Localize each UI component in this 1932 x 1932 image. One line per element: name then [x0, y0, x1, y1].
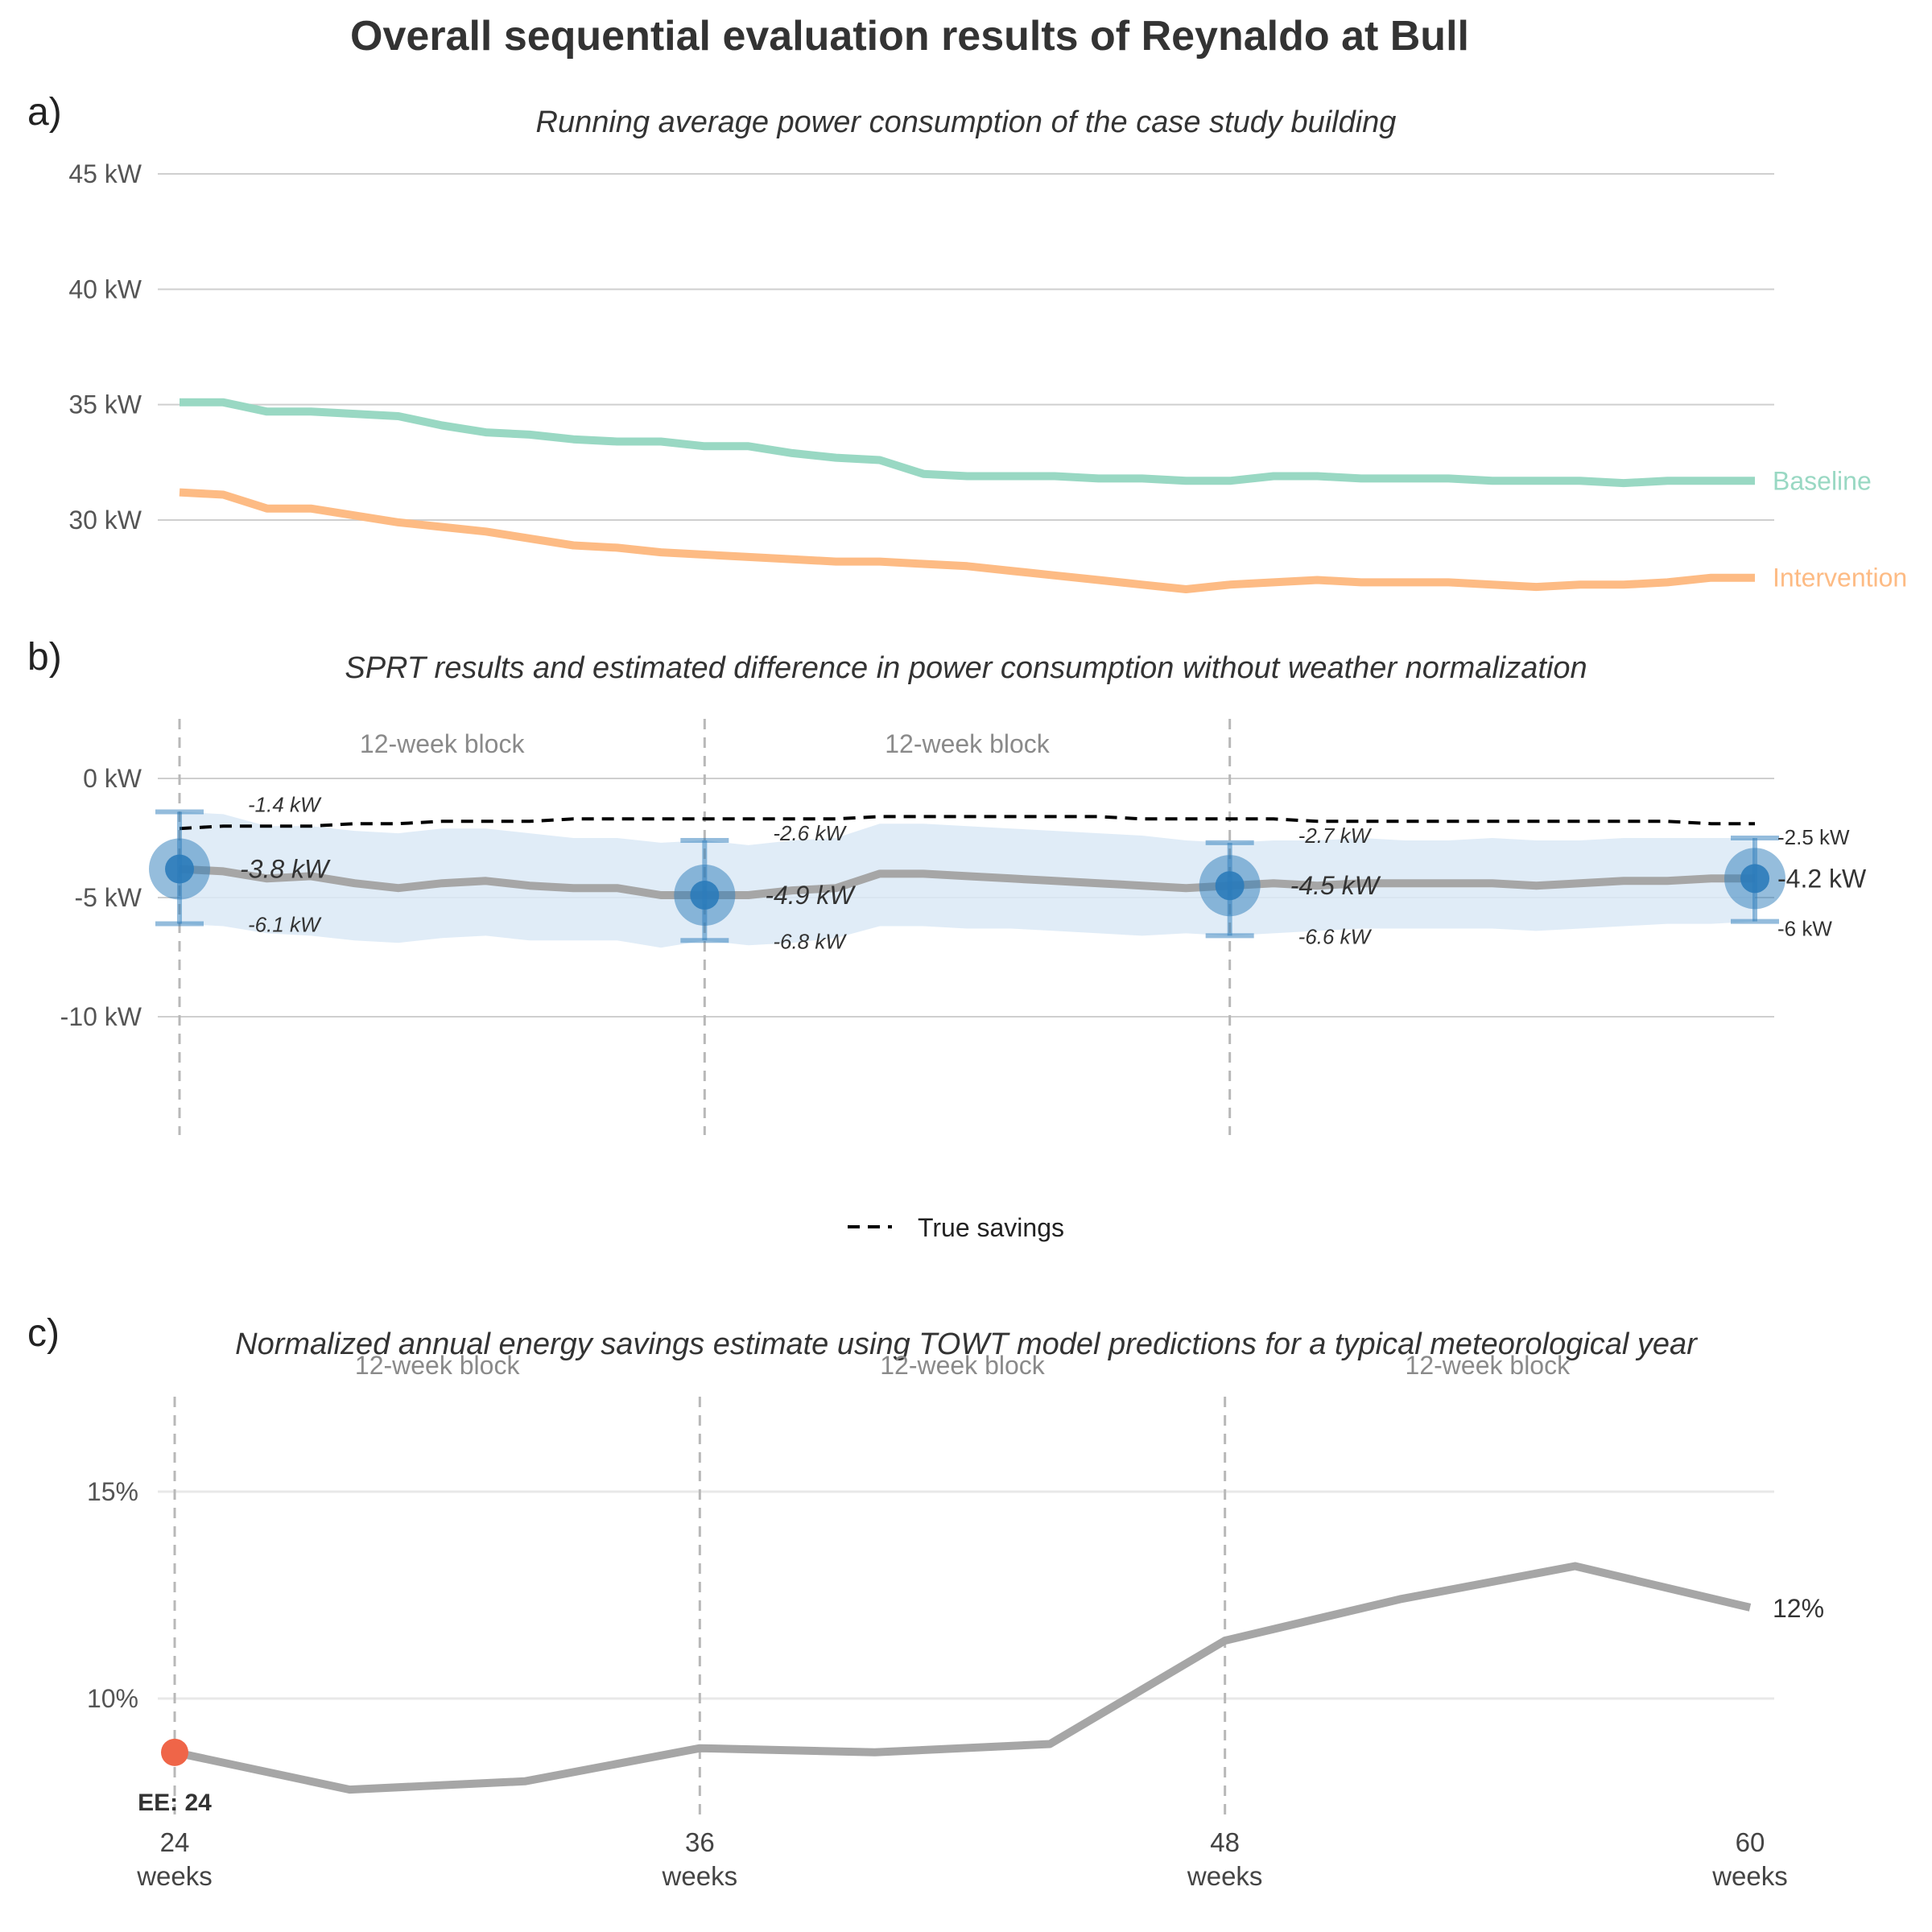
y-tick-label: 45 kW — [68, 159, 142, 188]
panel-a-gridlines — [158, 173, 1774, 521]
panel-b-tag: b) — [27, 636, 62, 679]
panel-c-block-labels: 12-week block 12-week block 12-week block — [355, 1351, 1571, 1380]
y-tick-label: -10 kW — [60, 1002, 142, 1031]
savings-estimate-line — [173, 1562, 1752, 1794]
y-tick-label: 15% — [87, 1477, 138, 1506]
lower-ci-label: -6.8 kW — [773, 929, 847, 953]
block-label: 12-week block — [885, 729, 1051, 758]
block-label: 12-week block — [355, 1351, 521, 1380]
checkpoint-point — [1215, 871, 1245, 901]
lower-ci-label: -6 kW — [1777, 917, 1832, 941]
x-tick-unit: weeks — [136, 1861, 213, 1891]
panel-b-subtitle: SPRT results and estimated difference in… — [345, 651, 1587, 685]
y-tick-label: 10% — [87, 1684, 138, 1713]
x-tick-number: 24 — [160, 1827, 190, 1857]
panel-b-legend: True savings — [848, 1213, 1064, 1242]
upper-ci-label: -2.6 kW — [773, 821, 847, 845]
intervention-line — [179, 488, 1755, 593]
x-tick-number: 36 — [685, 1827, 715, 1857]
checkpoint-point — [690, 881, 720, 910]
panel-a: a) Running average power consumption of … — [27, 91, 1907, 593]
upper-ci-label: -2.5 kW — [1777, 825, 1850, 849]
baseline-line — [180, 398, 1755, 488]
panel-a-tag: a) — [27, 91, 62, 134]
ee-label: EE: 24 — [138, 1790, 212, 1816]
panel-c-tag: c) — [27, 1312, 60, 1355]
figure-title: Overall sequential evaluation results of… — [350, 13, 1469, 60]
panel-c-subtitle: Normalized annual energy savings estimat… — [235, 1327, 1698, 1361]
y-tick-label: 0 kW — [83, 764, 142, 793]
lower-ci-label: -6.6 kW — [1298, 924, 1373, 948]
estimate-label: -3.8 kW — [240, 854, 331, 883]
estimate-label: -4.2 kW — [1777, 864, 1867, 893]
panel-c-block-lines — [173, 1397, 1227, 1815]
y-tick-label: -5 kW — [74, 883, 142, 912]
checkpoint-point — [165, 854, 194, 884]
panel-c-x-axis: 24 weeks 36 weeks 48 weeks 60 weeks — [136, 1827, 1788, 1891]
block-label: 12-week block — [1406, 1351, 1571, 1380]
y-tick-label: 40 kW — [68, 275, 142, 303]
estimate-label: -4.9 kW — [765, 881, 856, 910]
estimate-label: -4.5 kW — [1290, 871, 1381, 900]
baseline-end-label: Baseline — [1773, 466, 1872, 495]
panel-c-series: 12% EE: 24 — [138, 1562, 1824, 1816]
x-tick-number: 48 — [1210, 1827, 1240, 1857]
panel-b-y-axis: 0 kW -5 kW -10 kW — [60, 764, 142, 1031]
x-tick-unit: weeks — [1711, 1861, 1788, 1891]
panel-a-subtitle: Running average power consumption of the… — [536, 105, 1397, 139]
panel-b-series — [179, 815, 1755, 899]
block-label: 12-week block — [880, 1351, 1046, 1380]
panel-c-gridlines — [158, 1490, 1774, 1700]
upper-ci-label: -2.7 kW — [1298, 824, 1373, 848]
panel-a-y-axis: 30 kW 35 kW 40 kW 45 kW — [68, 159, 142, 535]
panel-c-y-axis: 10% 15% — [87, 1477, 138, 1713]
x-tick-unit: weeks — [1187, 1861, 1263, 1891]
checkpoint-point — [1740, 864, 1769, 894]
panel-b-checkpoints: -3.8 kW -1.4 kW -6.1 kW -4.9 kW -2.6 kW -6.8 … — [149, 792, 1867, 953]
x-tick-unit: weeks — [662, 1861, 738, 1891]
ee-marker — [161, 1738, 188, 1766]
estimate-line — [179, 865, 1755, 899]
true-savings-line — [179, 815, 1755, 831]
panel-c: c) Normalized annual energy savings esti… — [27, 1312, 1824, 1891]
y-tick-label: 30 kW — [68, 506, 142, 535]
x-tick-number: 60 — [1736, 1827, 1765, 1857]
lower-ci-label: -6.1 kW — [248, 913, 322, 937]
intervention-end-label: Intervention — [1773, 564, 1907, 592]
block-label: 12-week block — [360, 729, 526, 758]
legend-true-savings-label: True savings — [918, 1213, 1064, 1242]
panel-b: b) SPRT results and estimated difference… — [27, 636, 1867, 1242]
panel-b-block-labels: 12-week block 12-week block — [360, 729, 1051, 758]
upper-ci-label: -1.4 kW — [248, 792, 322, 816]
panel-a-series: Baseline Intervention — [179, 398, 1907, 593]
savings-end-label: 12% — [1773, 1594, 1824, 1623]
y-tick-label: 35 kW — [68, 390, 142, 419]
